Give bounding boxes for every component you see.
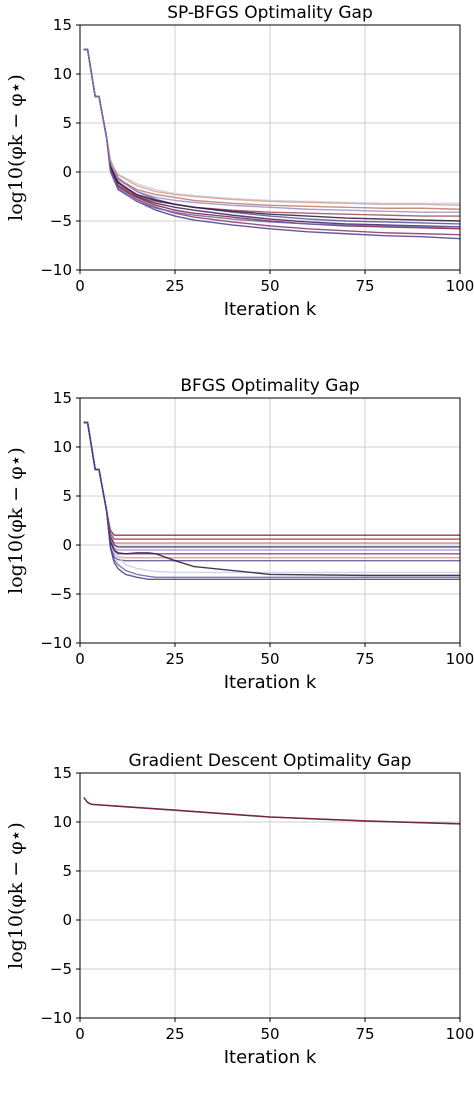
- axes: 0 25 50 75 100 −10 −5 0 5 10 15: [40, 764, 474, 1043]
- x-axis-label: Iteration k: [224, 1047, 317, 1068]
- series-line: [83, 421, 460, 536]
- plot-frame: [79, 397, 461, 644]
- x-tick-label: 100: [446, 650, 474, 668]
- x-tick-label: 25: [165, 1025, 184, 1043]
- y-tick-label: 10: [53, 438, 72, 456]
- y-tick-label: −5: [50, 212, 72, 230]
- series-line: [83, 421, 460, 551]
- panel-gradient-descent: Gradient Descent Optimality Gap 0 25 50 75 1…: [5, 751, 474, 1068]
- y-tick-label: 10: [53, 65, 72, 83]
- y-tick-label: 5: [62, 114, 72, 132]
- series-lines: [83, 797, 461, 825]
- x-tick-label: 75: [355, 277, 374, 295]
- series-line: [83, 421, 460, 548]
- y-tick-label: 0: [62, 536, 72, 554]
- chart-title: BFGS Optimality Gap: [180, 376, 359, 396]
- x-tick-label: 25: [165, 650, 184, 668]
- y-tick-label: 15: [53, 389, 72, 407]
- y-tick-label: 10: [53, 813, 72, 831]
- series-line: [83, 421, 460, 577]
- y-tick-label: −10: [40, 261, 72, 279]
- panel-bfgs: BFGS Optimality Gap 0 25 50 75 100 −10 −5 0 5 10 1…: [5, 376, 474, 693]
- x-tick-label: 50: [260, 277, 279, 295]
- series-line: [83, 421, 460, 562]
- x-tick-label: 100: [446, 1025, 474, 1043]
- y-tick-label: 0: [62, 163, 72, 181]
- x-tick-label: 25: [165, 277, 184, 295]
- series-line: [83, 421, 460, 559]
- axes: 0 25 50 75 100 −10 −5 0 5 10 15: [40, 389, 474, 668]
- x-tick-label: 0: [75, 277, 85, 295]
- x-axis-label: Iteration k: [224, 672, 317, 693]
- y-tick-label: 0: [62, 911, 72, 929]
- series-line: [83, 797, 461, 825]
- x-tick-label: 50: [260, 1025, 279, 1043]
- y-tick-label: 5: [62, 487, 72, 505]
- y-tick-label: 5: [62, 862, 72, 880]
- y-axis-label: log10(φk − φ⋆): [5, 74, 27, 221]
- series-lines: [83, 48, 461, 240]
- x-tick-label: 100: [446, 277, 474, 295]
- y-tick-label: 15: [53, 764, 72, 782]
- y-tick-label: −5: [50, 960, 72, 978]
- plot-frame: [79, 24, 461, 271]
- panel-sp-bfgs: SP-BFGS Optimality Gap 0 25 50 75 100 −10 −5 0 5…: [5, 3, 474, 320]
- chart-title: Gradient Descent Optimality Gap: [129, 751, 412, 771]
- series-line: [83, 48, 460, 205]
- series-line: [83, 797, 461, 825]
- grid: [79, 397, 461, 644]
- y-tick-label: −10: [40, 1009, 72, 1027]
- series-line: [83, 48, 461, 207]
- series-line: [83, 421, 460, 544]
- axes: 0 25 50 75 100 −10 −5 0 5 10 15: [40, 16, 474, 295]
- y-tick-label: −5: [50, 585, 72, 603]
- series-line: [83, 421, 460, 580]
- x-tick-label: 0: [75, 650, 85, 668]
- x-tick-label: 75: [355, 1025, 374, 1043]
- x-tick-label: 0: [75, 1025, 85, 1043]
- x-tick-label: 75: [355, 650, 374, 668]
- y-axis-label: log10(φk − φ⋆): [5, 447, 27, 594]
- series-lines: [83, 421, 460, 580]
- y-tick-label: −10: [40, 634, 72, 652]
- series-line: [83, 421, 460, 555]
- x-axis-label: Iteration k: [224, 299, 317, 320]
- grid: [79, 772, 461, 1019]
- plot-frame: [79, 772, 461, 1019]
- series-line: [83, 48, 460, 228]
- x-tick-label: 50: [260, 650, 279, 668]
- chart-title: SP-BFGS Optimality Gap: [167, 3, 373, 23]
- series-line: [83, 421, 460, 540]
- y-axis-label: log10(φk − φ⋆): [5, 822, 27, 969]
- series-line: [83, 48, 461, 240]
- series-line: [83, 48, 461, 222]
- y-tick-label: 15: [53, 16, 72, 34]
